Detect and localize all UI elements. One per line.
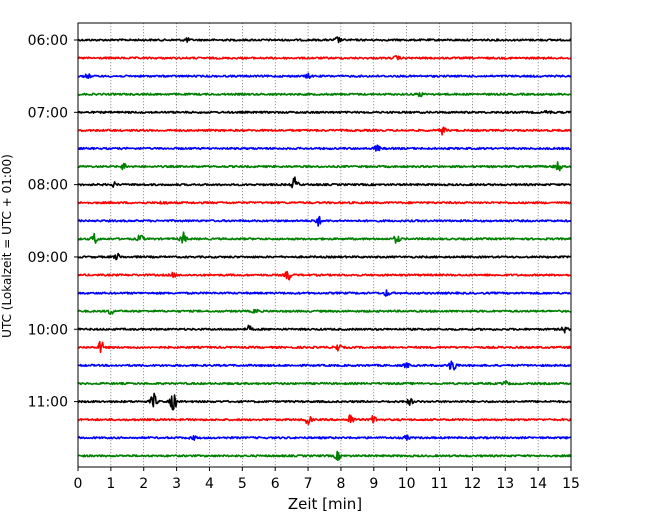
trace-line bbox=[77, 252, 572, 261]
y-tick-label: 08:00 bbox=[28, 178, 68, 194]
trace-line bbox=[77, 360, 572, 371]
trace-line bbox=[77, 215, 572, 227]
x-tick-label: 7 bbox=[304, 476, 313, 492]
trace-line bbox=[77, 414, 572, 426]
x-tick-label: 9 bbox=[369, 476, 378, 492]
trace-line bbox=[77, 308, 572, 315]
trace-line bbox=[77, 289, 572, 297]
trace-line bbox=[77, 126, 572, 136]
trace-line bbox=[77, 144, 572, 152]
y-axis: 06:00 07:00 08:00 09:00 10:00 11:00 bbox=[28, 33, 78, 411]
trace-line bbox=[77, 109, 572, 115]
y-tick-label: 10:00 bbox=[28, 322, 68, 338]
trace-line bbox=[77, 200, 572, 205]
trace-line bbox=[77, 434, 572, 441]
y-tick-label: 06:00 bbox=[28, 33, 68, 49]
x-tick-label: 10 bbox=[398, 476, 416, 492]
x-tick-label: 1 bbox=[106, 476, 115, 492]
trace-line bbox=[77, 36, 572, 44]
x-tick-label: 5 bbox=[238, 476, 247, 492]
x-tick-label: 4 bbox=[205, 476, 214, 492]
trace-line bbox=[77, 450, 572, 462]
x-tick-label: 0 bbox=[74, 476, 83, 492]
x-tick-label: 12 bbox=[463, 476, 481, 492]
x-tick-label: 6 bbox=[271, 476, 280, 492]
y-axis-label: UTC (Lokalzeit = UTC + 01:00) bbox=[0, 154, 14, 338]
trace-line bbox=[77, 231, 572, 244]
trace-line bbox=[77, 392, 572, 411]
trace-line bbox=[77, 176, 572, 189]
x-tick-label: 13 bbox=[496, 476, 514, 492]
x-axis: 0 1 2 3 4 5 6 7 8 9 10 11 12 13 14 15 bbox=[74, 467, 580, 492]
trace-line bbox=[77, 55, 572, 61]
plot-frame bbox=[77, 22, 572, 468]
x-tick-label: 11 bbox=[431, 476, 449, 492]
trace-line bbox=[77, 380, 572, 386]
trace-line bbox=[77, 72, 572, 79]
trace-line bbox=[77, 161, 572, 172]
x-tick-label: 15 bbox=[562, 476, 580, 492]
y-tick-label: 11:00 bbox=[28, 395, 68, 411]
trace-line bbox=[77, 270, 572, 281]
x-axis-label: Zeit [min] bbox=[288, 495, 362, 513]
trace-line bbox=[77, 92, 572, 98]
x-tick-label: 2 bbox=[139, 476, 148, 492]
x-tick-label: 8 bbox=[336, 476, 345, 492]
y-tick-label: 07:00 bbox=[28, 105, 68, 121]
vertical-grid bbox=[110, 23, 539, 467]
trace-line bbox=[77, 340, 572, 354]
traces-group bbox=[77, 36, 572, 462]
y-tick-label: 09:00 bbox=[28, 250, 68, 266]
x-tick-label: 14 bbox=[529, 476, 547, 492]
x-tick-label: 3 bbox=[172, 476, 181, 492]
trace-line bbox=[77, 324, 572, 334]
